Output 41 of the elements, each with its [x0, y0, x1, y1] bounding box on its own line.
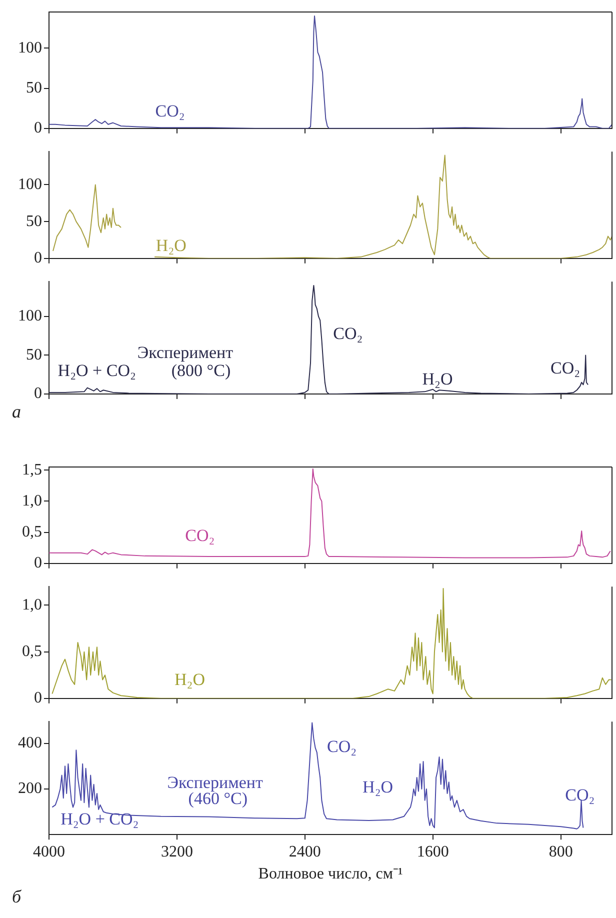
y-tick-label: 100: [18, 308, 42, 325]
x-tick-label: 3200: [160, 843, 193, 860]
y-tick-label: 0: [34, 554, 42, 572]
y-tick-label: 1,0: [22, 492, 42, 510]
y-tick-label: 0,5: [22, 524, 42, 541]
annotation: H₂O: [422, 369, 453, 388]
x-tick-label: 800: [548, 843, 573, 860]
annotation: CO₂: [185, 526, 215, 545]
y-tick-label: 1,0: [22, 596, 42, 614]
y-tick-label: 50: [26, 79, 42, 96]
y-tick-label: 200: [18, 780, 42, 798]
x-tick-label: 1600: [416, 843, 449, 860]
x-tick-label: 2400: [288, 843, 321, 860]
annotation: CO₂: [550, 358, 580, 378]
annotation: H₂O: [156, 236, 186, 256]
annotation: (800 °C): [171, 360, 231, 380]
y-tick-label: 1,5: [22, 461, 42, 478]
y-tick-label: 50: [26, 212, 42, 230]
y-tick-label: 50: [26, 346, 42, 364]
annotation: H₂O + CO₂: [60, 809, 139, 828]
annotation: H₂O: [362, 778, 394, 797]
annotation: CO₂: [155, 102, 185, 121]
text: б: [12, 886, 22, 907]
y-tick-label: 100: [18, 39, 42, 56]
y-tick-label: 0: [34, 250, 42, 267]
y-tick-label: 0,5: [22, 643, 42, 660]
annotation: H₂O: [174, 670, 205, 689]
text: а: [12, 402, 21, 422]
y-tick-label: 400: [18, 734, 42, 752]
y-tick-label: 100: [18, 176, 42, 193]
annotation: Эксперимент: [137, 343, 234, 362]
x-tick-label: 4000: [33, 843, 65, 860]
y-tick-label: 0: [34, 690, 42, 707]
annotation: H₂O + CO₂: [58, 360, 136, 380]
annotation: CO₂: [333, 324, 363, 343]
x-axis-title: Волновое число, см⁻¹: [258, 866, 403, 883]
annotation: CO₂: [326, 737, 357, 756]
y-tick-label: 0: [34, 120, 42, 137]
annotation: CO₂: [565, 786, 595, 805]
y-tick-label: 0: [34, 385, 42, 402]
annotation: Эксперимент: [167, 773, 264, 792]
